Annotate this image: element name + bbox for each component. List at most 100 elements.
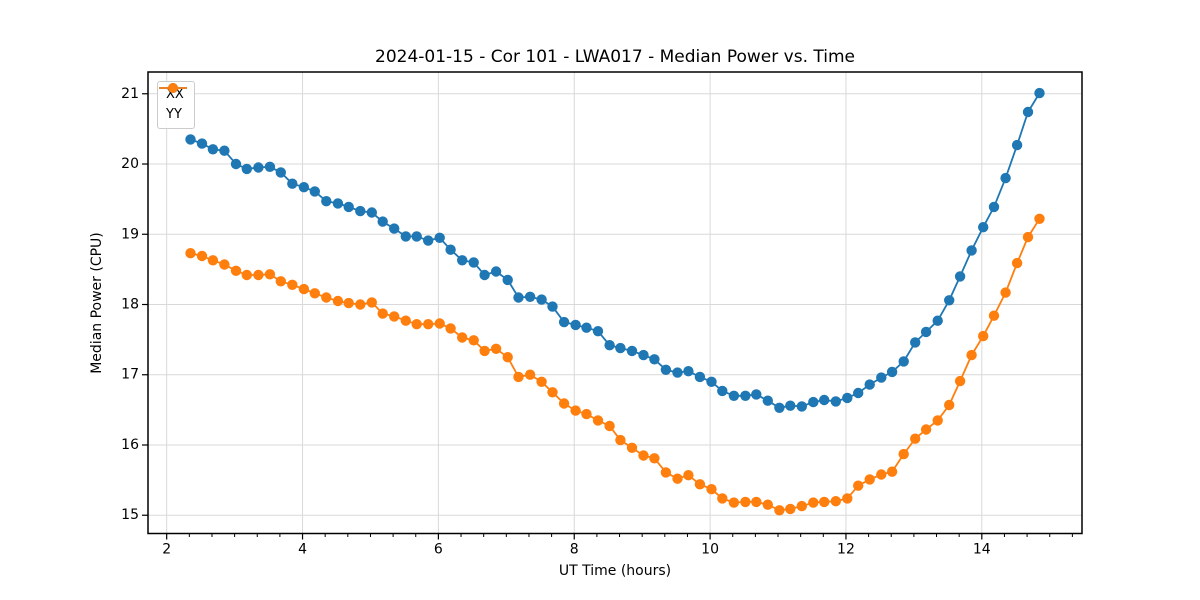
data-point-yy: [321, 292, 332, 303]
data-point-xx: [910, 337, 921, 348]
data-point-yy: [615, 434, 626, 446]
data-point-xx: [853, 387, 864, 399]
data-point-yy: [423, 319, 434, 330]
data-point-yy: [536, 376, 547, 387]
data-point-yy: [694, 479, 706, 490]
y-axis-label: Median Power (CPU): [89, 232, 105, 374]
data-series: [185, 87, 1045, 516]
data-point-yy: [355, 299, 366, 310]
data-point-yy: [241, 269, 252, 281]
data-point-yy: [864, 474, 875, 485]
data-point-xx: [400, 231, 411, 242]
data-point-yy: [910, 433, 921, 444]
data-point-xx: [864, 379, 875, 390]
data-point-xx: [966, 245, 977, 256]
data-point-xx: [309, 186, 320, 197]
data-point-yy: [751, 496, 762, 508]
data-point-yy: [309, 288, 320, 299]
data-point-xx: [1022, 106, 1034, 118]
data-point-xx: [1000, 172, 1011, 184]
data-point-yy: [468, 335, 479, 346]
series-line-xx: [190, 92, 1041, 409]
data-point-xx: [558, 316, 570, 328]
data-point-xx: [264, 161, 276, 172]
x-tick-label: 2: [162, 542, 171, 558]
data-point-yy: [343, 297, 354, 309]
data-point-xx: [615, 342, 626, 354]
data-point-xx: [842, 392, 853, 404]
data-point-xx: [423, 235, 434, 246]
data-point-yy: [207, 255, 219, 266]
x-tick-label: 8: [570, 542, 579, 558]
data-point-yy: [513, 371, 524, 383]
data-point-xx: [287, 178, 298, 189]
data-point-xx: [332, 198, 344, 209]
data-point-yy: [672, 473, 683, 484]
data-point-xx: [241, 163, 252, 175]
legend-label-yy: YY: [166, 107, 182, 122]
data-point-xx: [298, 182, 310, 193]
data-point-xx: [717, 385, 728, 397]
data-point-xx: [932, 315, 943, 326]
data-point-xx: [343, 201, 354, 213]
data-point-yy: [185, 248, 196, 259]
data-point-yy: [445, 323, 456, 334]
data-point-xx: [638, 349, 649, 361]
data-point-xx: [502, 274, 513, 286]
data-point-xx: [898, 356, 909, 367]
data-point-yy: [479, 345, 490, 357]
data-point-yy: [920, 424, 932, 435]
legend-item-yy: YY: [159, 83, 187, 123]
data-point-xx: [275, 167, 286, 178]
data-point-yy: [275, 276, 286, 287]
data-point-yy: [944, 399, 955, 411]
data-point-yy: [1022, 231, 1034, 243]
data-point-xx: [524, 291, 536, 302]
data-point-yy: [796, 500, 807, 512]
y-tick-label: 16: [121, 437, 139, 453]
y-tick-label: 20: [121, 156, 139, 172]
data-point-xx: [355, 205, 366, 217]
data-point-yy: [253, 269, 264, 281]
data-point-xx: [196, 138, 208, 149]
data-point-yy: [762, 499, 773, 510]
data-point-xx: [660, 364, 672, 375]
data-point-xx: [1011, 139, 1023, 151]
data-point-yy: [717, 493, 728, 504]
data-point-xx: [819, 394, 830, 406]
series-line-yy: [190, 218, 1041, 512]
data-point-yy: [728, 497, 740, 508]
data-point-yy: [332, 295, 344, 307]
legend: XX YY: [157, 81, 195, 129]
x-tick-label: 14: [973, 542, 991, 558]
data-point-xx: [411, 231, 422, 242]
data-point-xx: [785, 400, 796, 411]
data-point-yy: [389, 311, 400, 322]
data-point-xx: [434, 232, 445, 243]
data-point-xx: [920, 326, 932, 338]
data-point-yy: [547, 387, 558, 398]
tick-labels: 2 4 6 8 10 12 14 15 16 17 18 19 20 21: [121, 86, 991, 558]
data-point-yy: [377, 308, 388, 319]
data-point-yy: [604, 420, 615, 432]
data-point-yy: [774, 505, 785, 516]
data-point-yy: [683, 470, 694, 481]
data-point-xx: [389, 223, 400, 234]
data-point-yy: [842, 493, 853, 504]
x-axis-label: UT Time (hours): [558, 563, 672, 579]
data-point-xx: [207, 144, 219, 155]
data-point-xx: [751, 389, 762, 400]
data-point-yy: [819, 496, 830, 508]
data-point-xx: [649, 354, 660, 365]
y-tick-label: 17: [121, 367, 139, 383]
data-point-xx: [377, 216, 388, 227]
data-point-yy: [988, 310, 1000, 321]
data-point-yy: [558, 398, 570, 409]
data-point-yy: [932, 415, 943, 426]
y-tick-label: 19: [121, 226, 139, 242]
data-point-yy: [1000, 287, 1011, 298]
x-tick-label: 6: [434, 542, 443, 558]
data-point-yy: [660, 467, 672, 478]
data-point-xx: [253, 162, 264, 173]
data-point-yy: [457, 332, 468, 343]
